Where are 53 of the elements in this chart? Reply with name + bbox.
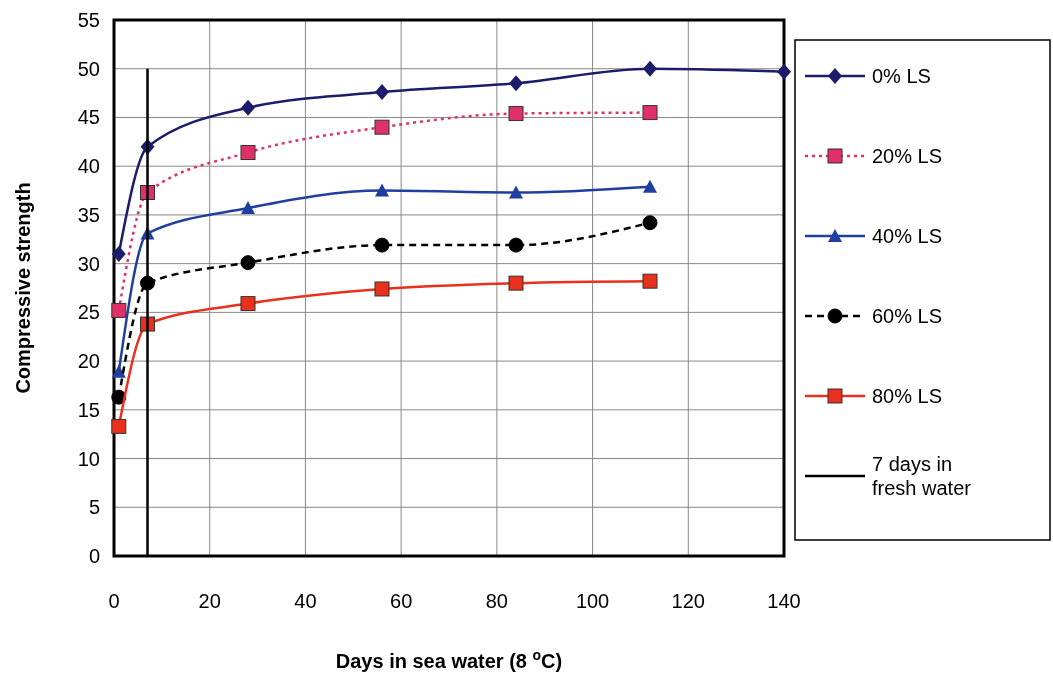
y-tick-label: 35 bbox=[77, 203, 100, 226]
x-tick-label: 20 bbox=[198, 590, 221, 612]
y-tick-label: 30 bbox=[77, 252, 100, 275]
legend-label: 60% LS bbox=[872, 305, 943, 327]
y-tick-label: 0 bbox=[88, 545, 100, 567]
legend-label: 0% LS bbox=[872, 65, 931, 87]
x-tick-label: 140 bbox=[767, 590, 801, 612]
point bbox=[375, 84, 389, 101]
point bbox=[642, 105, 658, 121]
point bbox=[374, 237, 390, 253]
y-tick-label: 45 bbox=[77, 106, 100, 129]
legend-label: 20% LS bbox=[872, 145, 943, 167]
point bbox=[240, 145, 256, 161]
x-tick-label: 60 bbox=[390, 590, 413, 612]
point bbox=[111, 418, 127, 434]
y-tick-label: 15 bbox=[77, 398, 100, 421]
legend-label: 80% LS bbox=[872, 385, 943, 407]
point bbox=[509, 185, 523, 199]
x-tick-label: 100 bbox=[575, 590, 610, 612]
point bbox=[241, 99, 255, 116]
x-tick-label: 0 bbox=[108, 590, 120, 612]
y-tick-label: 40 bbox=[77, 155, 100, 178]
point bbox=[509, 75, 523, 92]
y-tick-label: 25 bbox=[77, 301, 100, 324]
point bbox=[643, 179, 657, 193]
point bbox=[643, 60, 657, 77]
point bbox=[111, 302, 127, 318]
point bbox=[240, 255, 256, 271]
y-tick-label: 50 bbox=[77, 57, 100, 80]
point bbox=[642, 215, 658, 231]
x-tick-label: 40 bbox=[294, 590, 317, 612]
x-tick-label: 120 bbox=[671, 590, 705, 612]
y-tick-label: 55 bbox=[77, 9, 100, 31]
y-tick-label: 10 bbox=[77, 447, 100, 470]
point bbox=[508, 106, 524, 122]
point bbox=[508, 237, 524, 253]
point bbox=[375, 183, 389, 197]
point bbox=[642, 273, 658, 289]
legend-label: 7 days in fresh water bbox=[872, 453, 972, 499]
point bbox=[508, 275, 524, 291]
y-tick-label: 5 bbox=[88, 496, 100, 519]
point bbox=[241, 201, 255, 215]
y-axis-title: Compressive strength bbox=[12, 182, 34, 394]
point bbox=[374, 281, 390, 297]
x-axis-title: Days in sea water (8 $^{o}$C) bbox=[335, 647, 563, 672]
point bbox=[111, 364, 126, 378]
point bbox=[240, 296, 256, 312]
x-tick-label: 80 bbox=[485, 590, 508, 612]
point bbox=[777, 63, 791, 80]
y-tick-label: 20 bbox=[77, 350, 100, 373]
legend-label: 40% LS bbox=[872, 225, 943, 247]
point bbox=[111, 245, 126, 262]
point bbox=[374, 119, 390, 135]
